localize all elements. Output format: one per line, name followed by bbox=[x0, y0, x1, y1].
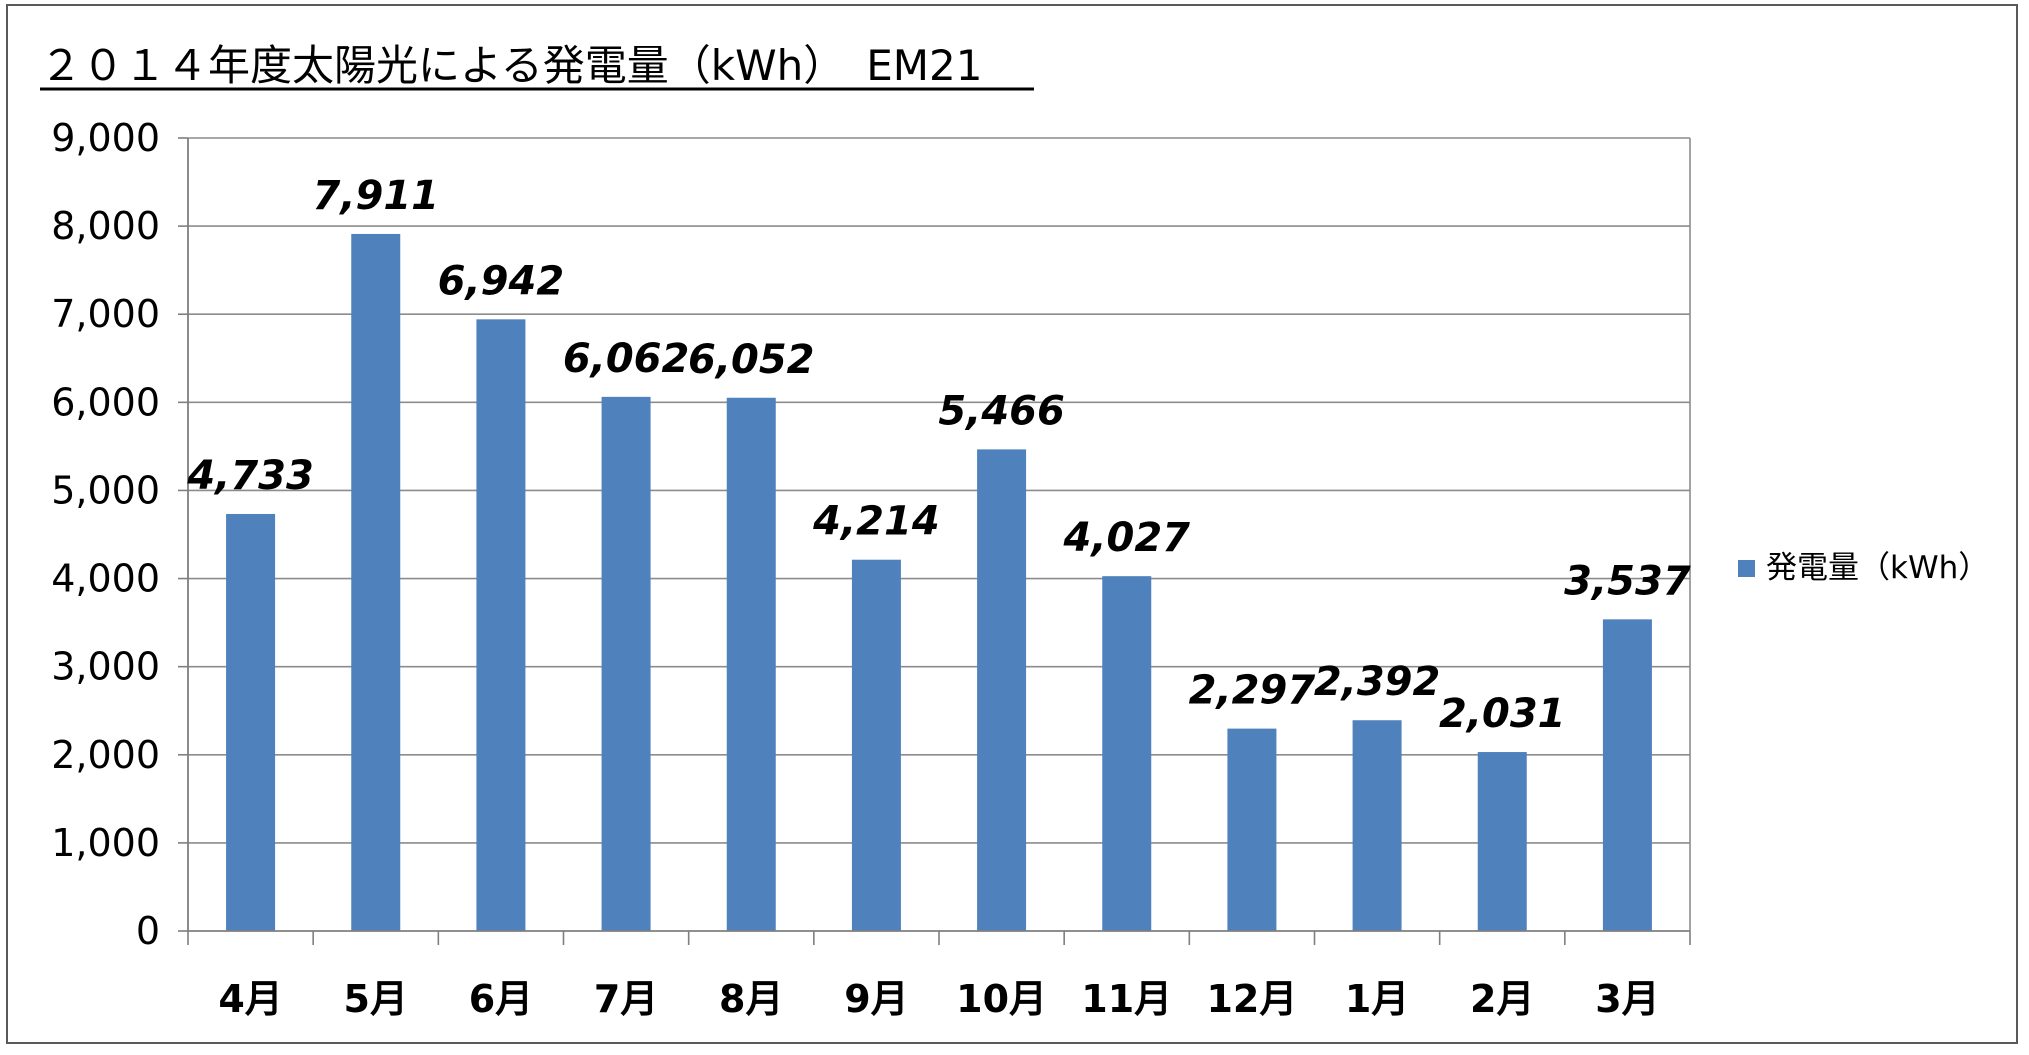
x-tick-label: 6月 bbox=[469, 977, 533, 1021]
y-tick-label: 8,000 bbox=[51, 204, 160, 248]
y-tick-label: 7,000 bbox=[51, 292, 160, 336]
x-tick-label: 4月 bbox=[218, 977, 282, 1021]
data-label: 6,052 bbox=[688, 337, 815, 383]
x-tick-label: 12月 bbox=[1206, 977, 1297, 1021]
y-tick-label: 0 bbox=[136, 909, 160, 953]
data-label: 4,027 bbox=[1062, 515, 1190, 561]
y-tick-label: 5,000 bbox=[51, 468, 160, 512]
gridlines bbox=[188, 137, 1691, 931]
data-label: 5,466 bbox=[938, 388, 1065, 434]
x-tick-label: 2月 bbox=[1470, 977, 1534, 1021]
bars bbox=[226, 233, 1652, 932]
data-label: 4,733 bbox=[186, 453, 314, 499]
bar-12 bbox=[1602, 619, 1652, 931]
data-label: 6,942 bbox=[438, 258, 565, 304]
data-label: 7,911 bbox=[312, 173, 439, 219]
y-tick-label: 2,000 bbox=[51, 733, 160, 777]
y-tick-label: 4,000 bbox=[51, 557, 160, 601]
data-label: 4,214 bbox=[812, 499, 940, 545]
data-label: 2,392 bbox=[1314, 659, 1441, 705]
x-tick-label: 11月 bbox=[1081, 977, 1172, 1021]
y-tick-label: 3,000 bbox=[51, 645, 160, 689]
x-tick-label: 3月 bbox=[1595, 977, 1659, 1021]
bar-2 bbox=[351, 233, 401, 931]
legend-swatch bbox=[1738, 560, 1755, 577]
bar-11 bbox=[1477, 752, 1527, 931]
y-tick-label: 9,000 bbox=[51, 116, 160, 160]
y-tick-label: 6,000 bbox=[51, 380, 160, 424]
bar-3 bbox=[476, 319, 526, 932]
x-tick-label: 9月 bbox=[844, 977, 908, 1021]
bar-1 bbox=[226, 513, 276, 931]
bar-8 bbox=[1102, 576, 1152, 931]
bar-10 bbox=[1352, 720, 1402, 931]
bar-6 bbox=[851, 559, 901, 931]
x-tick-label: 7月 bbox=[594, 977, 658, 1021]
bar-4 bbox=[601, 396, 651, 931]
x-tick-label: 1月 bbox=[1345, 977, 1409, 1021]
data-label: 2,031 bbox=[1439, 691, 1566, 737]
x-tick-label: 10月 bbox=[956, 977, 1047, 1021]
bar-9 bbox=[1227, 728, 1277, 931]
data-label: 3,537 bbox=[1564, 558, 1691, 604]
y-tick-label: 1,000 bbox=[51, 821, 160, 865]
bar-7 bbox=[977, 449, 1027, 931]
legend-label: 発電量（kWh） bbox=[1766, 550, 1989, 586]
x-tick-label: 5月 bbox=[344, 977, 408, 1021]
legend: 発電量（kWh） bbox=[1738, 550, 1989, 586]
chart-title: ２０１４年度太陽光による発電量（kWh） EM21 bbox=[40, 41, 982, 90]
x-tick-label: 8月 bbox=[719, 977, 783, 1021]
data-label: 2,297 bbox=[1189, 668, 1316, 714]
bar-5 bbox=[726, 397, 776, 931]
axes: 0 1,000 2,000 3,000 4,000 5,000 6,000 7,000 8,00… bbox=[51, 116, 1691, 1021]
data-label: 6,062 bbox=[563, 336, 690, 382]
